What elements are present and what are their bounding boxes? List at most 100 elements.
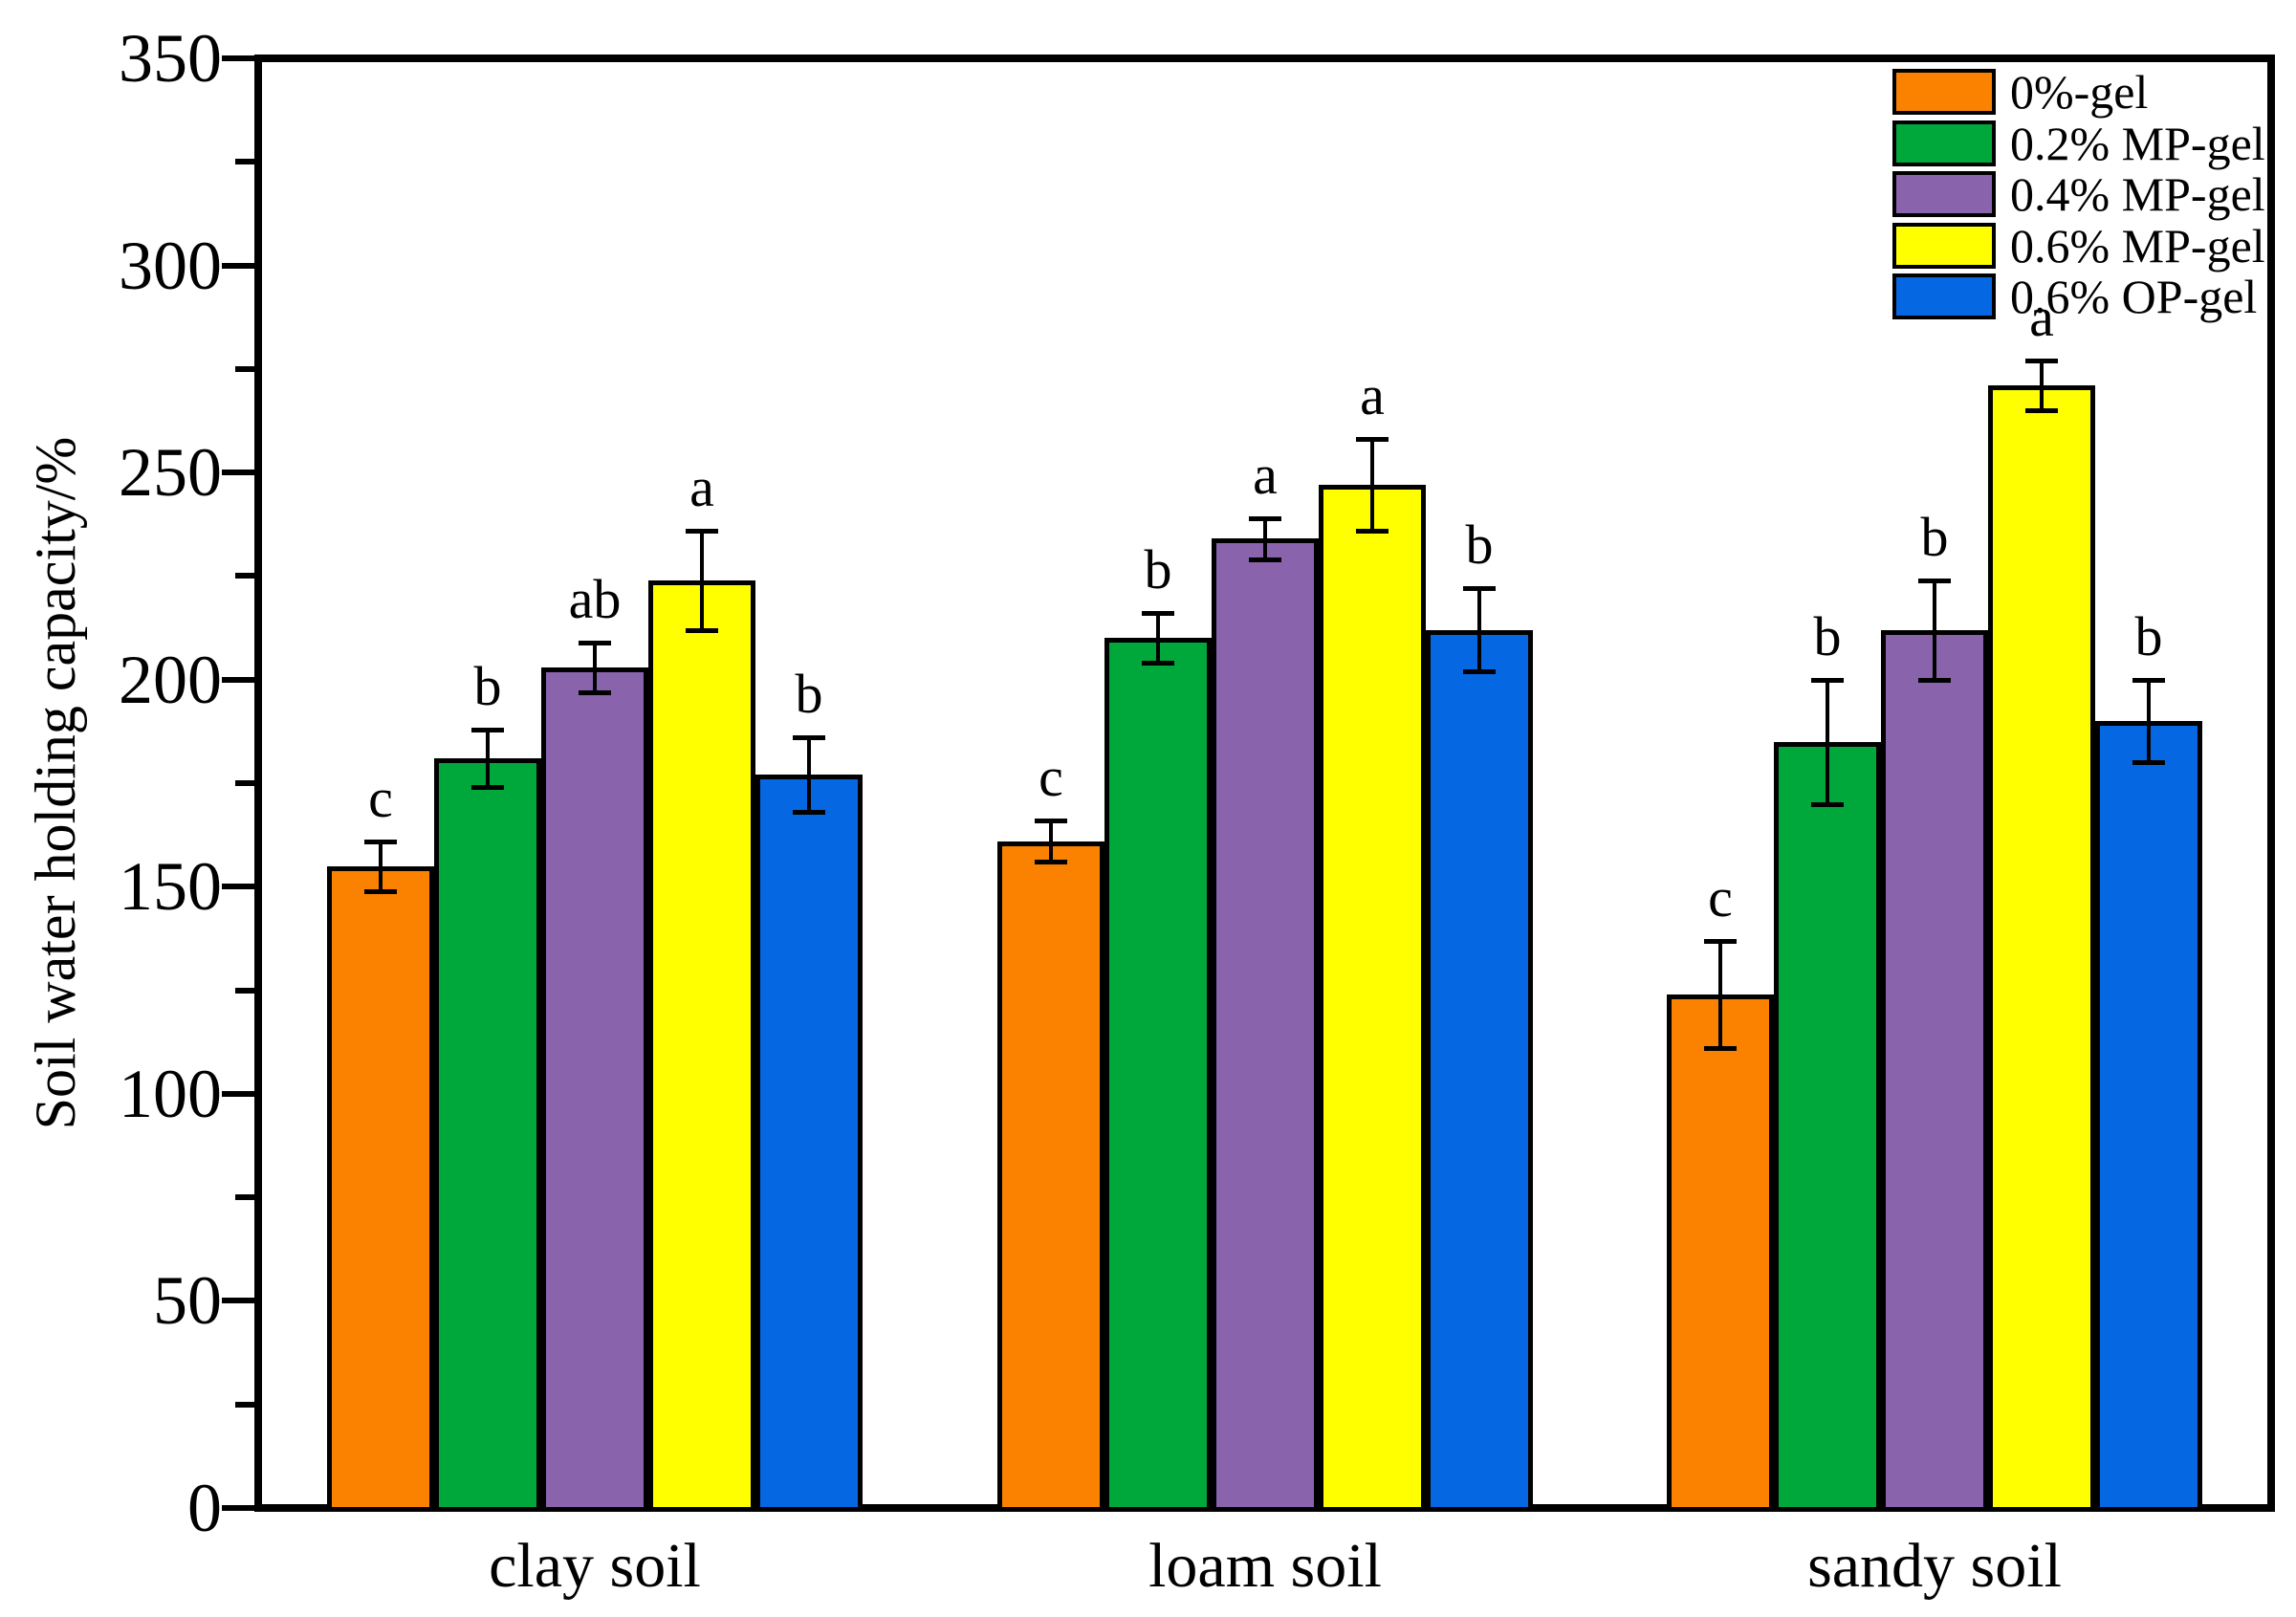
legend-label: 0.6% OP-gel — [2010, 270, 2258, 324]
error-bar-cap-top — [1463, 586, 1496, 592]
y-major-tick — [222, 1298, 254, 1304]
y-tick-label: 300 — [119, 227, 222, 304]
legend-label: 0.2% MP-gel — [2010, 116, 2265, 170]
legend-item: 0%-gel — [1892, 67, 2294, 117]
y-major-tick — [222, 470, 254, 476]
legend-swatch — [1892, 171, 1996, 218]
error-bar-cap-top — [686, 528, 718, 534]
bar — [1988, 385, 2095, 1512]
significance-letter: c — [368, 766, 393, 829]
legend-item: 0.6% MP-gel — [1892, 218, 2294, 273]
error-bar-cap-top — [1249, 515, 1281, 521]
y-major-tick — [222, 1090, 254, 1097]
bar — [1212, 538, 1319, 1512]
y-tick-label: 150 — [119, 848, 222, 926]
bar — [1104, 638, 1212, 1512]
error-bar-cap-bottom — [1463, 669, 1496, 675]
error-bar-cap-top — [2025, 359, 2058, 364]
error-bar — [807, 737, 811, 813]
error-bar — [1718, 940, 1722, 1049]
error-bar — [1933, 579, 1936, 680]
error-bar-cap-top — [471, 727, 504, 732]
legend-item: 0.4% MP-gel — [1892, 167, 2294, 222]
bar — [1881, 629, 1988, 1512]
error-bar-cap-bottom — [1249, 557, 1281, 563]
error-bar — [1370, 439, 1374, 531]
y-major-tick — [222, 884, 254, 890]
legend-item: 0.2% MP-gel — [1892, 116, 2294, 170]
error-bar — [1477, 588, 1481, 672]
legend-label: 0.4% MP-gel — [2010, 167, 2265, 222]
error-bar — [1049, 819, 1053, 863]
error-bar-cap-bottom — [793, 810, 825, 816]
significance-letter: ab — [568, 567, 622, 630]
y-minor-tick — [235, 159, 254, 165]
error-bar-cap-bottom — [364, 888, 397, 894]
significance-letter: a — [1253, 443, 1278, 506]
error-bar — [379, 841, 383, 891]
error-bar-cap-top — [364, 839, 397, 844]
error-bar-cap-bottom — [2025, 408, 2058, 414]
error-bar-cap-top — [1356, 437, 1389, 443]
error-bar-cap-bottom — [579, 689, 611, 695]
error-bar-cap-top — [1704, 938, 1737, 944]
error-bar-cap-bottom — [1356, 528, 1389, 534]
error-bar-cap-top — [1811, 677, 1844, 683]
significance-letter: a — [689, 455, 714, 518]
bar — [1319, 485, 1426, 1512]
y-minor-tick — [235, 1401, 254, 1408]
significance-letter: c — [1708, 865, 1733, 929]
y-minor-tick — [235, 365, 254, 372]
y-tick-label: 0 — [187, 1470, 222, 1546]
error-bar-cap-bottom — [1142, 661, 1174, 666]
error-bar-cap-top — [1142, 611, 1174, 617]
bar — [1667, 994, 1774, 1512]
y-tick-label: 200 — [119, 641, 222, 718]
bar — [1774, 741, 1881, 1512]
legend-swatch — [1892, 222, 1996, 269]
error-bar-cap-bottom — [1035, 860, 1067, 865]
bar — [434, 758, 541, 1512]
error-bar-cap-top — [2132, 677, 2165, 683]
significance-letter: a — [1360, 364, 1385, 427]
error-bar — [700, 530, 704, 630]
y-axis-title: Soil water holding capacity/% — [24, 436, 87, 1130]
y-minor-tick — [235, 573, 254, 579]
legend-label: 0.6% MP-gel — [2010, 218, 2265, 273]
significance-letter: b — [1465, 514, 1494, 577]
significance-letter: c — [1039, 745, 1063, 808]
x-category-label: clay soil — [489, 1531, 701, 1601]
significance-letter: b — [1144, 538, 1172, 601]
legend-swatch — [1892, 273, 1996, 320]
significance-letter: b — [1813, 604, 1842, 667]
y-major-tick — [222, 55, 254, 61]
error-bar-cap-top — [579, 640, 611, 645]
error-bar-cap-top — [793, 735, 825, 741]
bar — [327, 865, 434, 1512]
significance-letter: b — [473, 654, 502, 717]
error-bar — [1156, 613, 1160, 664]
y-tick-label: 350 — [119, 20, 222, 97]
error-bar-cap-bottom — [686, 627, 718, 633]
bar — [541, 666, 648, 1512]
error-bar-cap-bottom — [2132, 760, 2165, 766]
error-bar-cap-top — [1035, 818, 1067, 823]
error-bar-cap-bottom — [1811, 801, 1844, 807]
significance-letter: b — [2134, 604, 2163, 667]
x-category-label: sandy soil — [1807, 1531, 2062, 1601]
y-minor-tick — [235, 1194, 254, 1201]
error-bar — [1263, 517, 1267, 560]
bar — [1426, 629, 1533, 1512]
error-bar — [593, 642, 597, 692]
error-bar-cap-bottom — [1704, 1046, 1737, 1052]
y-minor-tick — [235, 987, 254, 994]
error-bar-cap-top — [1918, 578, 1951, 583]
legend-swatch — [1892, 69, 1996, 115]
bar — [648, 579, 755, 1512]
error-bar — [486, 729, 490, 788]
error-bar — [2147, 679, 2151, 763]
error-bar — [1826, 679, 1829, 804]
significance-letter: b — [1920, 505, 1949, 568]
y-minor-tick — [235, 780, 254, 786]
